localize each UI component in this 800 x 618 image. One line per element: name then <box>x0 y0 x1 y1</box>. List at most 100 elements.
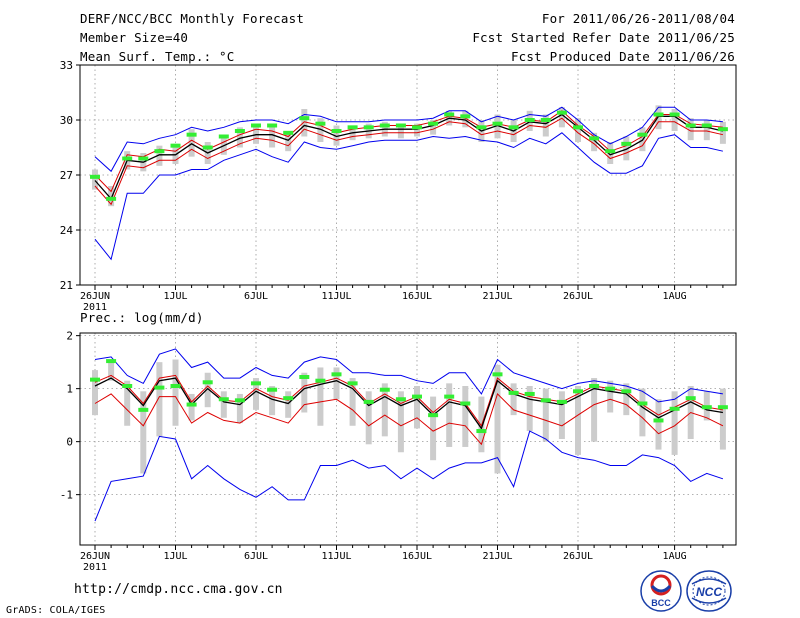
median-marker <box>170 384 181 388</box>
median-marker <box>573 389 583 394</box>
ncc-logo: NCC <box>686 570 732 612</box>
range-bar <box>204 372 211 408</box>
range-bar <box>285 131 292 152</box>
range-bar <box>301 109 308 137</box>
median-marker <box>653 418 664 423</box>
temperature-panel-label: Mean Surf. Temp.: °C <box>80 49 235 64</box>
median-marker <box>331 129 342 133</box>
median-marker <box>428 121 439 126</box>
median-marker <box>122 384 133 388</box>
range-bar <box>623 136 630 161</box>
median-marker <box>621 389 632 394</box>
median-marker <box>573 125 583 130</box>
range-bar <box>671 391 678 455</box>
range-bar <box>381 383 388 437</box>
median-marker <box>524 118 535 122</box>
range-bar <box>607 380 614 413</box>
median-marker <box>379 387 390 392</box>
range-bar <box>365 391 372 445</box>
range-bar <box>253 123 259 144</box>
median-marker <box>540 118 551 122</box>
range-bar <box>526 386 533 432</box>
range-bar <box>108 186 115 207</box>
median-marker <box>412 125 422 130</box>
median-marker <box>251 381 261 386</box>
range-bar <box>639 388 646 437</box>
range-bar <box>687 118 694 141</box>
x-tick-label: 16JUL <box>402 551 432 562</box>
range-bar <box>494 114 501 139</box>
bcc-logo-text: BCC <box>651 598 671 608</box>
median-marker <box>653 112 664 117</box>
upper-spread-line <box>94 110 723 193</box>
range-bar <box>671 109 678 131</box>
range-bar <box>703 120 710 141</box>
median-marker <box>540 398 551 403</box>
range-bar <box>317 118 324 142</box>
range-bar <box>558 391 565 439</box>
x-tick-label: 11JUL <box>321 551 351 562</box>
median-marker <box>621 141 632 146</box>
range-bar <box>655 399 662 450</box>
y-tick-label: -1 <box>60 489 73 502</box>
bcc-logo: BCC <box>640 570 682 612</box>
median-marker <box>299 116 310 121</box>
forecast-produced-date: Fcst Produced Date 2011/06/26 <box>510 49 735 64</box>
median-marker <box>218 134 229 139</box>
plot-frame <box>79 64 737 286</box>
median-marker <box>122 156 133 161</box>
y-tick-label: 33 <box>60 59 73 72</box>
median-marker <box>283 396 294 401</box>
lower-spread-line <box>94 392 724 446</box>
median-marker <box>202 145 213 150</box>
median-marker <box>701 405 712 410</box>
range-bar <box>462 110 469 128</box>
upper-spread-line <box>94 374 723 427</box>
precipitation-panel-label: Prec.: log(mm/d) <box>80 310 204 325</box>
ensemble-mean-line <box>94 377 724 430</box>
median-marker <box>460 114 471 119</box>
y-tick-label: 30 <box>60 114 73 127</box>
range-bar <box>156 145 163 166</box>
range-bar <box>575 386 581 455</box>
x-tick-label: 6JUL <box>244 551 268 562</box>
range-bar <box>269 386 276 416</box>
range-bar <box>575 118 581 142</box>
median-marker <box>186 402 197 407</box>
range-bar <box>591 132 598 152</box>
median-marker <box>138 407 149 412</box>
range-bar <box>236 393 243 424</box>
median-marker <box>251 123 261 128</box>
median-marker <box>395 123 406 128</box>
range-bar <box>301 372 308 413</box>
median-marker <box>186 132 197 137</box>
range-bar <box>236 127 243 148</box>
range-bar <box>317 367 324 426</box>
median-marker <box>637 132 648 137</box>
range-bar <box>156 362 163 437</box>
median-marker <box>669 406 680 411</box>
range-bar <box>140 391 147 474</box>
source-url[interactable]: http://cmdp.ncc.cma.gov.cn <box>74 582 283 597</box>
range-bar <box>285 391 292 418</box>
range-bar <box>430 120 437 135</box>
median-marker <box>701 123 712 128</box>
ncc-logo-text: NCC <box>696 585 722 599</box>
median-marker <box>556 399 567 404</box>
y-tick-label: 27 <box>60 169 73 182</box>
median-marker <box>589 384 600 388</box>
min-line <box>94 132 724 261</box>
range-bar <box>92 370 98 416</box>
y-tick-label: 21 <box>60 279 73 292</box>
range-bar <box>558 107 565 128</box>
median-marker <box>106 359 117 364</box>
median-marker <box>605 149 616 154</box>
range-bar <box>333 125 340 146</box>
range-bar <box>494 364 501 474</box>
x-tick-label: 26JUL <box>563 291 593 302</box>
range-bar <box>188 393 195 421</box>
median-marker <box>267 387 278 392</box>
median-marker <box>379 123 390 128</box>
x-tick-label: 6JUL <box>244 291 268 302</box>
